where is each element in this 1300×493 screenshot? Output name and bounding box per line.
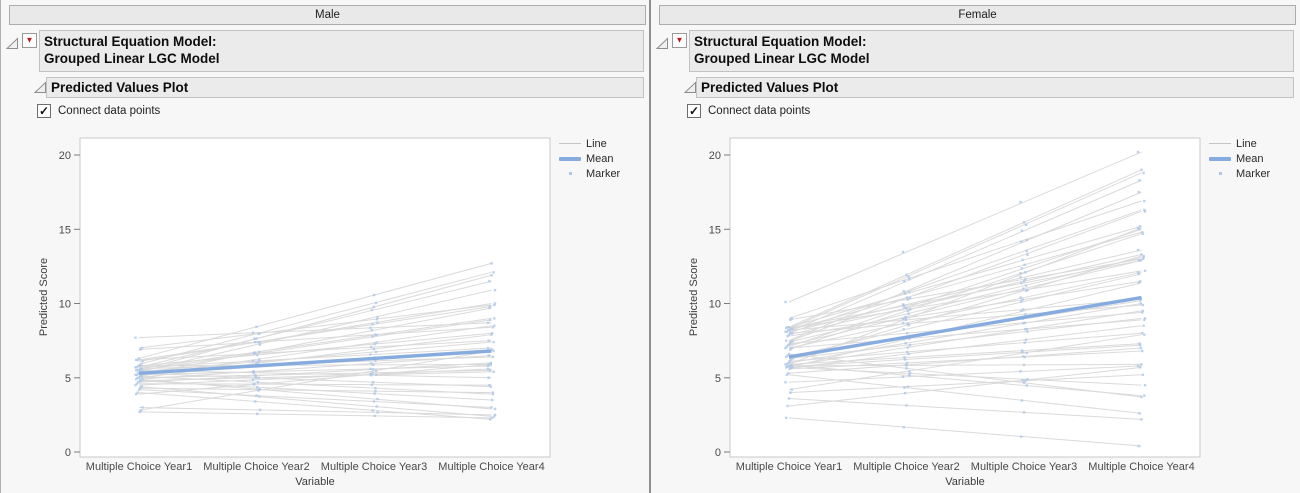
section-title: Predicted Values Plot [51,80,189,95]
mean-swatch-icon [1208,156,1232,161]
y-axis-ticks [724,154,730,453]
panel-divider [649,0,651,493]
predicted-values-plot[interactable]: 0 5 10 15 20 Multiple Choice Year1 Multi… [31,130,553,492]
x-category-label: Multiple Choice Year2 [203,461,309,473]
y-tick-label: 15 [709,224,721,236]
red-triangle-menu-button[interactable]: ▼ [672,33,687,48]
checkbox-label: Connect data points [708,105,811,117]
connect-data-points-checkbox[interactable]: ✓ [37,104,51,118]
outline-title-box[interactable]: Structural Equation Model: Grouped Linea… [39,30,644,72]
x-category-label: Multiple Choice Year1 [736,461,842,473]
x-category-label: Multiple Choice Year3 [971,461,1077,473]
marker-swatch-icon [1208,172,1232,175]
outline-title-box[interactable]: Structural Equation Model: Grouped Linea… [689,30,1294,72]
y-tick-label: 5 [65,373,71,385]
outline-title-line1: Structural Equation Model: [44,34,217,49]
legend-item-marker: Marker [1208,166,1270,181]
legend-item-mean: Mean [1208,151,1270,166]
legend-item-marker: Marker [558,166,620,181]
legend-item-line: Line [558,136,620,151]
panel-female: Female ▼ Structural Equation Model: Grou… [651,0,1300,493]
y-axis-title: Predicted Score [688,258,700,336]
legend-item-mean: Mean [558,151,620,166]
line-swatch-icon [1208,143,1232,144]
x-axis-title: Variable [945,476,985,488]
x-category-label: Multiple Choice Year2 [853,461,959,473]
y-tick-label: 20 [59,150,71,162]
outline-title-line1: Structural Equation Model: [694,34,867,49]
section-title: Predicted Values Plot [701,80,839,95]
y-axis-ticks [74,154,80,453]
y-tick-label: 0 [65,447,71,459]
plot-legend: Line Mean Marker [1208,136,1270,181]
group-header-male: Male [9,5,646,25]
y-tick-label: 20 [709,150,721,162]
marker-swatch-icon [558,172,582,175]
group-label: Female [958,9,997,21]
plot-area: 0 5 10 15 20 Multiple Choice Year1 Multi… [31,130,649,492]
group-label: Male [315,9,340,21]
disclosure-triangle-icon[interactable] [34,81,47,94]
y-axis-title: Predicted Score [38,258,50,336]
red-triangle-icon: ▼ [25,35,34,44]
x-category-label: Multiple Choice Year1 [86,461,192,473]
chart-layer [134,262,497,421]
panel-male: Male ▼ Structural Equation Model: Groupe… [1,0,649,493]
y-tick-label: 0 [715,447,721,459]
checkmark-icon: ✓ [38,104,50,118]
y-tick-label: 10 [59,299,71,311]
y-tick-label: 15 [59,224,71,236]
outline-title-line2: Grouped Linear LGC Model [694,51,870,66]
disclosure-triangle-icon[interactable] [656,37,669,50]
predicted-values-plot-header[interactable]: Predicted Values Plot [46,77,644,98]
disclosure-triangle-icon[interactable] [6,37,19,50]
predicted-values-plot[interactable]: 0 5 10 15 20 Multiple Choice Year1 Multi… [681,130,1203,492]
x-category-label: Multiple Choice Year4 [1088,461,1194,473]
x-category-label: Multiple Choice Year4 [438,461,544,473]
line-swatch-icon [558,143,582,144]
y-tick-label: 10 [709,299,721,311]
plot-legend: Line Mean Marker [558,136,620,181]
plot-area: 0 5 10 15 20 Multiple Choice Year1 Multi… [681,130,1299,492]
outline-title-line2: Grouped Linear LGC Model [44,51,220,66]
red-triangle-icon: ▼ [675,35,684,44]
connect-data-points-checkbox[interactable]: ✓ [687,104,701,118]
group-header-female: Female [659,5,1296,25]
y-tick-label: 5 [715,373,721,385]
x-axis-title: Variable [295,476,335,488]
legend-item-line: Line [1208,136,1270,151]
checkbox-label: Connect data points [58,105,161,117]
mean-swatch-icon [558,156,582,161]
plot-frame [79,137,551,458]
red-triangle-menu-button[interactable]: ▼ [22,33,37,48]
disclosure-triangle-icon[interactable] [684,81,697,94]
checkmark-icon: ✓ [688,104,700,118]
chart-layer [784,150,1147,448]
x-category-label: Multiple Choice Year3 [321,461,427,473]
predicted-values-plot-header[interactable]: Predicted Values Plot [696,77,1294,98]
